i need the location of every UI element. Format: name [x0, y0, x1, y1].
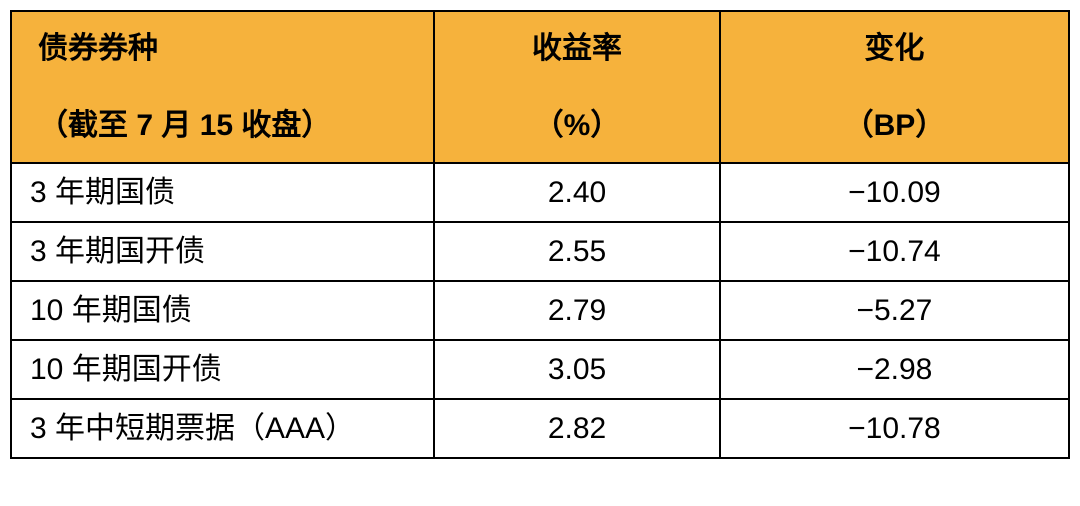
header-change-line1: 变化: [739, 26, 1050, 71]
table-row: 10 年期国债 2.79 −5.27: [11, 281, 1069, 340]
cell-yield: 2.82: [434, 399, 720, 458]
table-row: 10 年期国开债 3.05 −2.98: [11, 340, 1069, 399]
header-bond-type-line1: 债券券种: [38, 26, 415, 71]
cell-change: −10.78: [720, 399, 1069, 458]
cell-yield: 2.40: [434, 163, 720, 222]
header-bond-type-line2: （截至 7 月 15 收盘）: [38, 103, 415, 148]
cell-bond-name: 3 年中短期票据（AAA）: [11, 399, 434, 458]
bond-yield-table: 债券券种 （截至 7 月 15 收盘） 收益率 （%） 变化 （BP） 3 年期…: [10, 10, 1070, 459]
table-row: 3 年期国债 2.40 −10.09: [11, 163, 1069, 222]
cell-yield: 3.05: [434, 340, 720, 399]
header-change: 变化 （BP）: [720, 11, 1069, 163]
cell-change: −2.98: [720, 340, 1069, 399]
table-header-row: 债券券种 （截至 7 月 15 收盘） 收益率 （%） 变化 （BP）: [11, 11, 1069, 163]
header-yield: 收益率 （%）: [434, 11, 720, 163]
cell-bond-name: 10 年期国债: [11, 281, 434, 340]
table-row: 3 年中短期票据（AAA） 2.82 −10.78: [11, 399, 1069, 458]
header-change-line2: （BP）: [739, 103, 1050, 148]
cell-change: −5.27: [720, 281, 1069, 340]
header-bond-type: 债券券种 （截至 7 月 15 收盘）: [11, 11, 434, 163]
bond-yield-table-container: 债券券种 （截至 7 月 15 收盘） 收益率 （%） 变化 （BP） 3 年期…: [10, 10, 1070, 459]
table-row: 3 年期国开债 2.55 −10.74: [11, 222, 1069, 281]
cell-bond-name: 3 年期国开债: [11, 222, 434, 281]
cell-change: −10.74: [720, 222, 1069, 281]
cell-yield: 2.55: [434, 222, 720, 281]
cell-yield: 2.79: [434, 281, 720, 340]
cell-bond-name: 3 年期国债: [11, 163, 434, 222]
cell-bond-name: 10 年期国开债: [11, 340, 434, 399]
header-yield-line2: （%）: [453, 103, 701, 148]
cell-change: −10.09: [720, 163, 1069, 222]
table-body: 3 年期国债 2.40 −10.09 3 年期国开债 2.55 −10.74 1…: [11, 163, 1069, 458]
header-yield-line1: 收益率: [453, 26, 701, 71]
